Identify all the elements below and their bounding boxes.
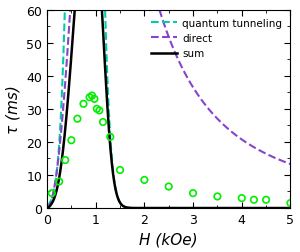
- sum: [45, 207, 49, 210]
- Point: [75, 117, 80, 121]
- quantum tunneling: [149, 207, 153, 210]
- Point: [264, 198, 268, 202]
- sum: [139, 207, 142, 210]
- Point: [87, 96, 92, 100]
- quantum tunneling: [289, 207, 292, 210]
- Line: direct: direct: [47, 0, 290, 208]
- Point: [94, 107, 99, 111]
- quantum tunneling: [258, 207, 261, 210]
- Point: [92, 98, 97, 102]
- Y-axis label: τ (ms): τ (ms): [6, 85, 21, 134]
- Legend: quantum tunneling, direct, sum: quantum tunneling, direct, sum: [148, 16, 285, 62]
- Point: [97, 109, 102, 113]
- X-axis label: H (kOe): H (kOe): [140, 232, 198, 246]
- Point: [63, 159, 68, 163]
- Point: [215, 195, 220, 199]
- sum: [149, 207, 153, 210]
- sum: [289, 207, 292, 210]
- Point: [142, 178, 147, 182]
- Point: [57, 180, 62, 184]
- Point: [50, 191, 54, 195]
- Point: [81, 102, 86, 106]
- sum: [73, 6, 77, 9]
- Line: quantum tunneling: quantum tunneling: [47, 0, 290, 208]
- Point: [251, 198, 256, 202]
- quantum tunneling: [45, 204, 49, 207]
- Point: [288, 201, 293, 205]
- direct: [258, 149, 261, 152]
- Point: [118, 168, 122, 172]
- Point: [90, 94, 94, 98]
- direct: [45, 207, 49, 210]
- Point: [69, 139, 74, 143]
- sum: [284, 207, 287, 210]
- Point: [239, 196, 244, 200]
- quantum tunneling: [284, 207, 287, 210]
- Point: [166, 185, 171, 189]
- Point: [108, 135, 113, 139]
- Line: sum: sum: [47, 0, 290, 208]
- Point: [191, 191, 196, 195]
- direct: [284, 161, 287, 164]
- direct: [289, 163, 292, 166]
- sum: [258, 207, 261, 210]
- Point: [100, 120, 105, 124]
- quantum tunneling: [139, 207, 142, 210]
